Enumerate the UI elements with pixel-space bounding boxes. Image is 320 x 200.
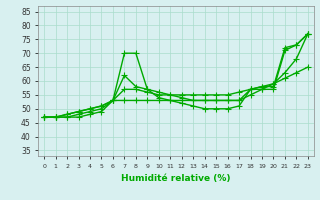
X-axis label: Humidité relative (%): Humidité relative (%) <box>121 174 231 183</box>
